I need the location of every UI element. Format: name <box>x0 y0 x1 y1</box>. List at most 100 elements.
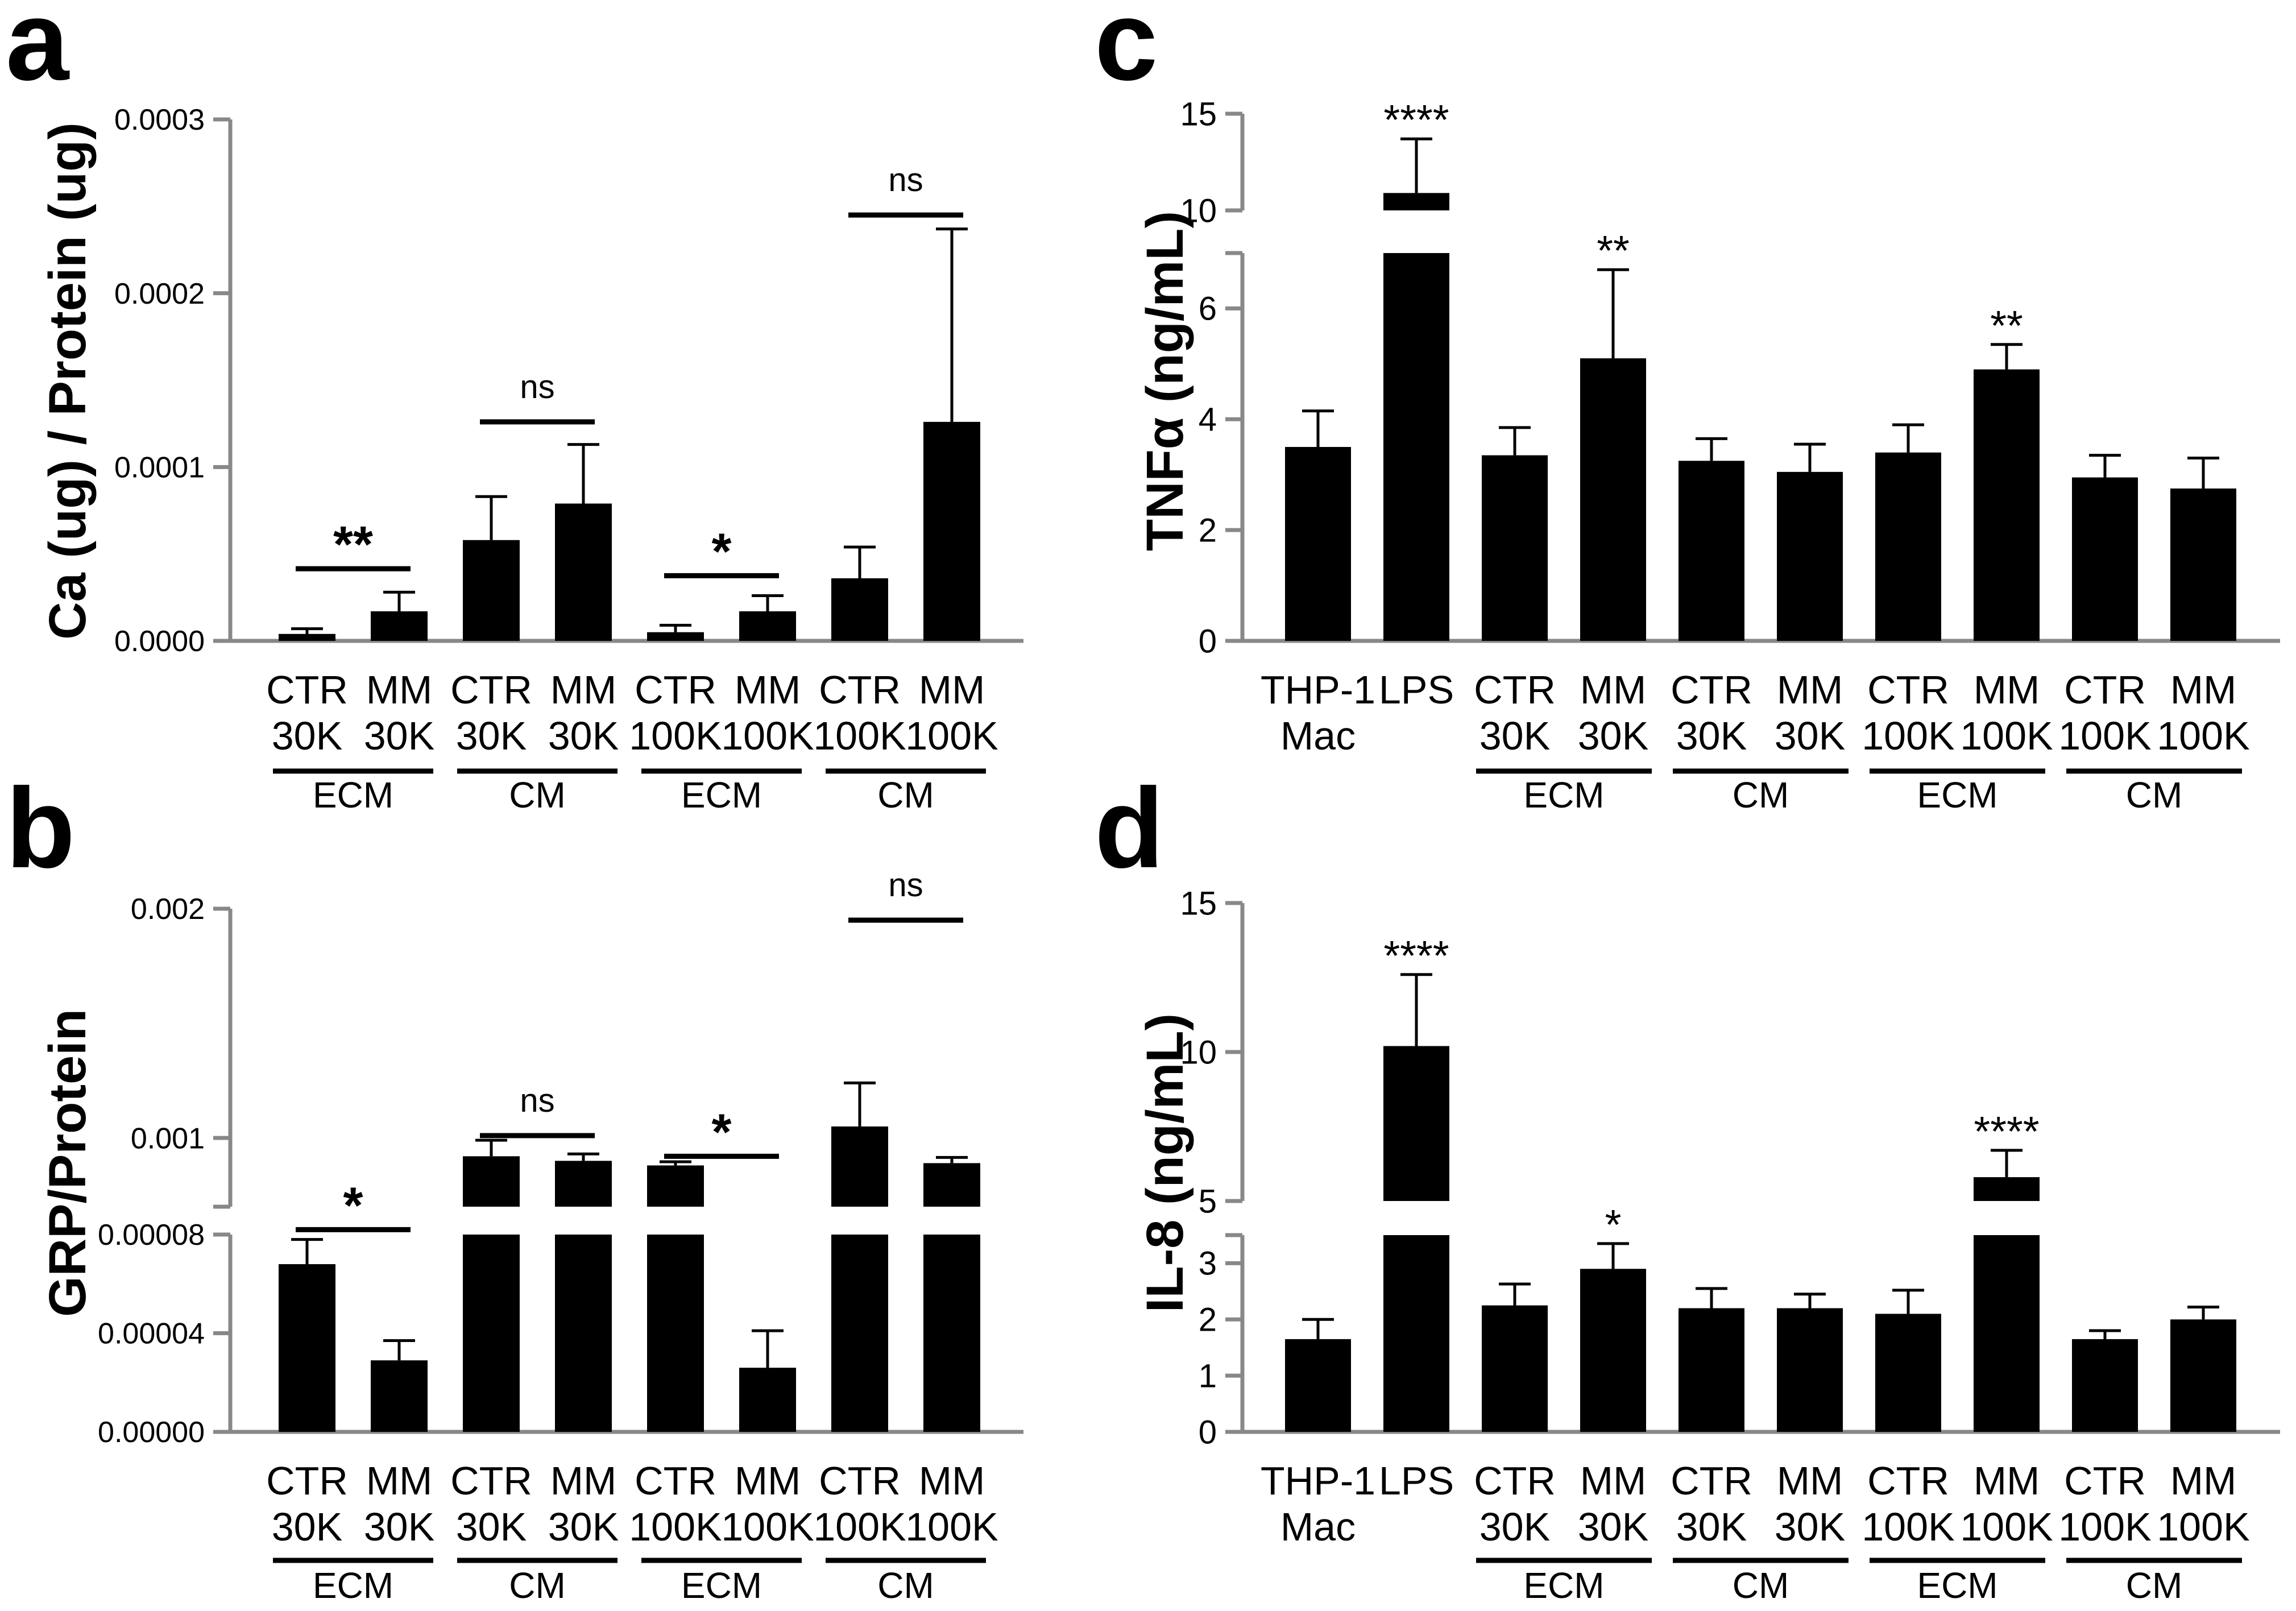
category-label-d: THP-1 <box>1261 1459 1375 1503</box>
category-sublabel-c: 100K <box>1862 714 1954 758</box>
y-tick-label-a: 0.0000 <box>114 625 205 658</box>
category-sublabel-c: 30K <box>1775 714 1846 758</box>
y-axis-label-d: IL-8 (ng/mL) <box>1136 1013 1194 1312</box>
bar-upper-b-2 <box>463 1156 520 1207</box>
category-sublabel-b: 100K <box>813 1505 906 1549</box>
category-label-c: LPS <box>1379 668 1454 712</box>
category-sublabel-d: 30K <box>1479 1505 1551 1549</box>
group-label-a: CM <box>877 775 934 815</box>
category-sublabel-c: 30K <box>1479 714 1551 758</box>
panel-b-chart: 0.00000 0.00004 0.00008 0.001 0.002 GRP/Prote… <box>39 867 1023 1606</box>
bar-upper-c-1 <box>1383 193 1449 210</box>
bar-a-6 <box>831 578 888 641</box>
category-label-d: CTR <box>2064 1459 2146 1503</box>
bar-a-7 <box>923 421 980 641</box>
group-label-c: ECM <box>1917 775 1997 815</box>
category-label-b: CTR <box>635 1459 716 1503</box>
category-label-d: MM <box>1974 1459 2040 1503</box>
category-label-a: CTR <box>635 668 716 712</box>
significance-stars-d: **** <box>1383 932 1449 979</box>
bar-b-3 <box>555 1235 612 1432</box>
group-label-c: CM <box>1733 775 1789 815</box>
y-axis-label-c: TNFα (ng/mL) <box>1136 211 1194 551</box>
y-tick-label-a: 0.0002 <box>114 278 205 310</box>
category-label-b: MM <box>366 1459 433 1503</box>
bar-d-6 <box>1875 1314 1941 1432</box>
significance-label-a: ns <box>520 368 554 405</box>
category-label-c: CTR <box>2064 668 2146 712</box>
category-label-c: THP-1 <box>1261 668 1375 712</box>
significance-stars-d: **** <box>1974 1108 2039 1155</box>
category-sublabel-a: 100K <box>905 714 998 758</box>
category-sublabel-c: 100K <box>2058 714 2151 758</box>
group-label-c: CM <box>2126 775 2183 815</box>
bar-b-4 <box>647 1235 704 1432</box>
category-sublabel-b: 30K <box>456 1505 527 1549</box>
bar-b-0 <box>279 1264 335 1432</box>
bar-upper-b-4 <box>647 1165 704 1207</box>
panel-label-a: a <box>6 0 70 104</box>
category-sublabel-b: 100K <box>629 1505 722 1549</box>
category-label-a: CTR <box>266 668 348 712</box>
category-sublabel-d: 30K <box>1676 1505 1747 1549</box>
significance-stars-c: **** <box>1383 96 1449 143</box>
y-tick-label-c: 2 <box>1199 512 1217 549</box>
significance-label-b: ns <box>520 1082 554 1119</box>
y-axis-label-a: Ca (ug) / Protein (ug) <box>39 122 97 640</box>
category-sublabel-d: 100K <box>1960 1505 2053 1549</box>
category-label-a: MM <box>735 668 801 712</box>
bar-b-1 <box>371 1360 428 1432</box>
group-label-b: CM <box>509 1565 566 1606</box>
bar-c-1 <box>1383 253 1449 641</box>
bar-upper-d-1 <box>1383 1046 1449 1201</box>
bar-upper-b-3 <box>555 1161 612 1207</box>
bar-c-5 <box>1777 471 1843 641</box>
y-tick-label-c: 6 <box>1199 291 1217 328</box>
category-label-d: CTR <box>1867 1459 1949 1503</box>
category-label-d: MM <box>1580 1459 1647 1503</box>
significance-stars-c: ** <box>1597 227 1630 274</box>
bar-c-3 <box>1580 358 1646 641</box>
category-label-d: MM <box>2170 1459 2237 1503</box>
bar-d-0 <box>1285 1339 1351 1432</box>
category-label-c: CTR <box>1867 668 1949 712</box>
significance-stars-c: ** <box>1990 302 2023 349</box>
category-sublabel-c: Mac <box>1280 714 1356 758</box>
bar-a-4 <box>647 632 704 641</box>
bar-c-6 <box>1875 452 1941 641</box>
significance-label-b: ns <box>888 867 923 904</box>
y-tick-label-c: 15 <box>1180 96 1217 132</box>
group-label-b: ECM <box>681 1565 762 1606</box>
significance-stars-d: * <box>1605 1201 1622 1248</box>
y-tick-label-b: 0.00008 <box>98 1219 205 1252</box>
bar-a-5 <box>739 611 796 641</box>
panel-a-chart: 0.0000 0.0001 0.0002 0.0003 Ca (ug) / Protei… <box>39 103 1023 815</box>
panel-label-b: b <box>6 765 75 892</box>
y-tick-label-b: 0.001 <box>131 1122 205 1155</box>
category-sublabel-d: 30K <box>1578 1505 1649 1549</box>
category-sublabel-b: 30K <box>548 1505 619 1549</box>
bar-d-5 <box>1777 1308 1843 1432</box>
category-label-a: CTR <box>819 668 901 712</box>
bar-d-7 <box>1974 1235 2040 1432</box>
bar-d-8 <box>2072 1339 2138 1432</box>
group-label-d: CM <box>2126 1565 2183 1606</box>
category-label-d: MM <box>1777 1459 1843 1503</box>
bar-c-9 <box>2170 488 2236 641</box>
category-label-a: MM <box>550 668 617 712</box>
group-label-a: ECM <box>681 775 762 815</box>
category-sublabel-d: 100K <box>1862 1505 1954 1549</box>
category-sublabel-a: 100K <box>721 714 814 758</box>
y-tick-label-d: 0 <box>1199 1414 1217 1451</box>
significance-label-a: * <box>711 523 731 580</box>
y-tick-label-d: 15 <box>1180 885 1217 922</box>
bar-c-7 <box>1974 369 2040 641</box>
y-tick-label-c: 4 <box>1199 401 1217 438</box>
significance-label-b: * <box>343 1177 363 1234</box>
category-label-b: MM <box>919 1459 985 1503</box>
category-sublabel-c: 100K <box>2157 714 2249 758</box>
category-label-c: CTR <box>1671 668 1752 712</box>
bar-upper-b-7 <box>923 1163 980 1207</box>
y-tick-label-d: 3 <box>1199 1245 1217 1282</box>
